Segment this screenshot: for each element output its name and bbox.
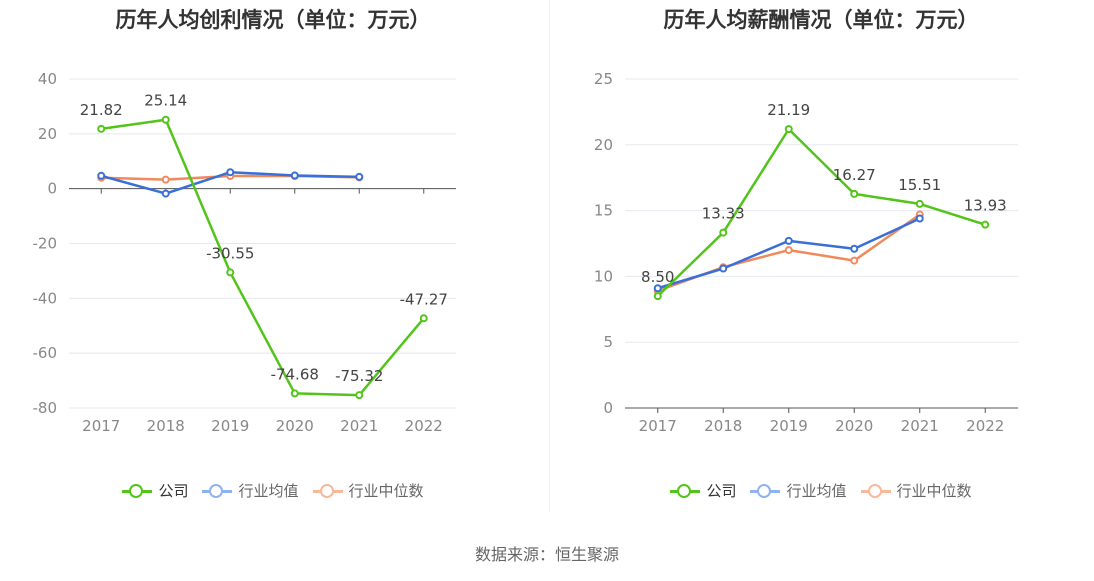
legend-company-icon [670,483,701,498]
data-point-company [419,314,428,323]
data-label: 13.33 [702,205,745,223]
data-point-median [850,256,859,265]
data-point-avg [355,172,364,181]
data-point-company [981,220,990,229]
data-label: 25.14 [144,92,187,110]
data-point-avg [290,171,299,180]
x-tick-label: 2020 [276,417,314,435]
legend-item-industry-median[interactable]: 行业中位数 [312,480,424,501]
legend-label: 公司 [158,482,189,500]
data-label: -74.68 [271,365,319,383]
data-point-company [653,292,662,301]
y-tick-label: 0 [47,180,57,198]
data-point-median [784,246,793,255]
data-point-company [226,268,235,277]
y-tick-label: 20 [594,136,613,154]
legend-item-industry-median[interactable]: 行业中位数 [860,480,972,501]
legend-median-icon [312,483,343,498]
legend-label: 行业中位数 [896,482,972,500]
legend-label: 行业均值 [238,482,299,500]
chart-legend: 公司 行业均值 行业中位数 [548,480,1094,501]
legend-label: 行业中位数 [348,482,424,500]
data-point-avg [226,168,235,177]
x-tick-label: 2018 [704,417,742,435]
data-label: -47.27 [400,290,448,308]
data-point-company [915,199,924,208]
y-tick-label: -80 [33,399,58,417]
x-tick-label: 2019 [211,417,249,435]
chart-title: 历年人均薪酬情况（单位：万元） [663,8,979,32]
y-tick-label: -60 [33,344,58,362]
y-tick-label: -20 [33,235,58,253]
y-tick-label: 20 [38,125,57,143]
profit-chart-svg: 40 20 0 -20 -40 -60 -80 2017 2018 2019 2020 2021 202… [33,70,456,435]
data-point-company [784,125,793,134]
data-label: 15.51 [898,176,941,194]
data-label: -75.32 [335,367,383,385]
y-tick-label: 10 [594,267,613,285]
chart-title: 历年人均创利情况（单位：万元） [115,8,431,32]
legend-avg-icon [202,483,233,498]
data-point-avg [719,264,728,273]
legend-item-industry-avg[interactable]: 行业均值 [750,480,847,501]
data-point-avg [97,171,106,180]
data-label: -30.55 [206,244,254,262]
data-source-note: 数据来源：恒生聚源 [474,545,619,564]
data-point-company [850,189,859,198]
legend-label: 公司 [706,482,737,500]
legend-median-icon [860,483,891,498]
y-tick-label: 40 [38,70,57,88]
x-tick-label: 2017 [639,417,677,435]
data-label: 13.93 [964,197,1007,215]
data-point-company [355,391,364,400]
data-point-avg [915,214,924,223]
data-point-avg [161,189,170,198]
data-label: 8.50 [641,268,674,286]
x-tick-label: 2021 [901,417,939,435]
chart-legend: 公司 行业均值 行业中位数 [0,480,546,501]
data-label: 16.27 [833,166,876,184]
data-label: 21.82 [80,101,123,119]
salary-per-capita-chart: 历年人均薪酬情况（单位：万元） 25 20 15 10 5 0 2017 2018 2019 20… [548,0,1094,520]
legend-label: 行业均值 [786,482,847,500]
data-point-median [161,175,170,184]
x-tick-label: 2021 [340,417,378,435]
y-tick-label: 25 [594,70,613,88]
series-line-company [101,118,425,397]
x-tick-label: 2022 [405,417,443,435]
data-label: 21.19 [767,101,810,119]
series-line-company [656,127,986,298]
salary-chart-svg: 25 20 15 10 5 0 2017 2018 2019 2020 2021 2022 8.50 13… [594,70,1018,435]
legend-item-company[interactable]: 公司 [122,480,188,501]
x-tick-label: 2022 [966,417,1004,435]
legend-item-industry-avg[interactable]: 行业均值 [202,480,299,501]
legend-company-icon [122,483,153,498]
y-tick-label: 15 [594,202,613,220]
data-point-company [719,228,728,237]
x-tick-label: 2019 [770,417,808,435]
data-point-company [97,124,106,133]
data-point-avg [784,236,793,245]
panel-divider [549,0,550,512]
y-tick-label: 5 [603,333,613,351]
data-point-avg [653,284,662,293]
legend-avg-icon [750,483,781,498]
y-tick-label: -40 [33,289,58,307]
legend-item-company[interactable]: 公司 [670,480,736,501]
data-point-company [161,115,170,124]
x-tick-label: 2018 [147,417,185,435]
data-point-company [290,389,299,398]
x-tick-label: 2020 [835,417,873,435]
y-tick-label: 0 [603,399,613,417]
x-tick-label: 2017 [82,417,120,435]
data-point-avg [850,244,859,253]
profit-per-capita-chart: 历年人均创利情况（单位：万元） 40 20 0 -20 -40 -60 -80 2017 201… [0,0,546,520]
